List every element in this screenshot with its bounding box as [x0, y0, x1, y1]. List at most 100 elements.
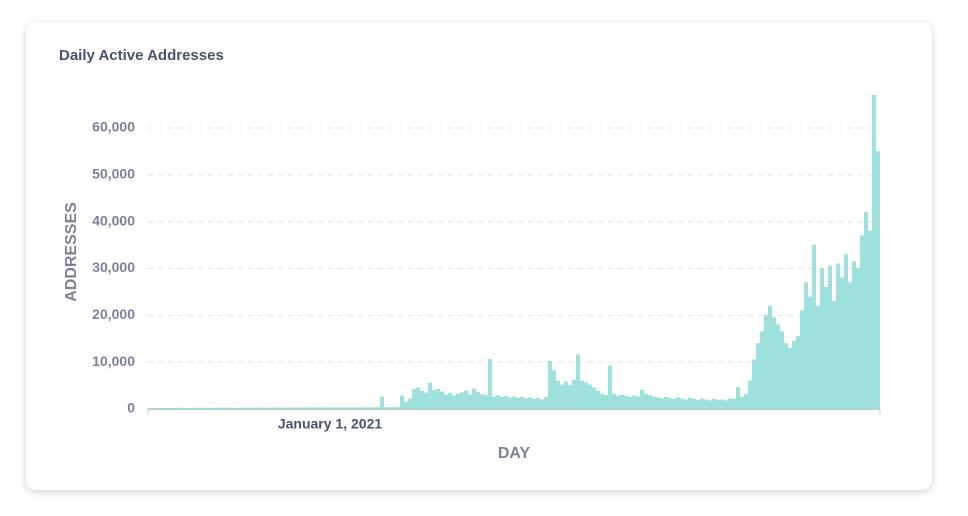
bar	[232, 407, 236, 410]
bar	[208, 407, 212, 410]
bar	[852, 261, 856, 410]
bar	[200, 407, 204, 410]
bar	[300, 407, 304, 410]
bar	[532, 398, 536, 410]
bar	[620, 394, 624, 410]
bar	[340, 407, 344, 410]
bar	[568, 385, 572, 410]
bar	[644, 393, 648, 410]
bar	[368, 407, 372, 410]
bar	[376, 407, 380, 410]
bar	[844, 254, 848, 410]
bar	[372, 407, 376, 410]
bar	[408, 398, 412, 410]
bar	[860, 235, 864, 410]
bar	[796, 336, 800, 410]
bar	[780, 331, 784, 410]
bar	[464, 390, 468, 410]
bar	[444, 394, 448, 410]
bar	[688, 398, 692, 410]
bar	[276, 407, 280, 410]
bar	[632, 395, 636, 410]
bar	[296, 407, 300, 410]
bar	[308, 407, 312, 410]
bar	[864, 212, 868, 410]
bar	[652, 396, 656, 410]
bar	[876, 151, 880, 410]
bar	[228, 407, 232, 410]
bar	[148, 408, 152, 410]
bar	[172, 407, 176, 410]
bar	[416, 387, 420, 410]
bar	[212, 407, 216, 410]
bar	[524, 398, 528, 410]
bar	[176, 407, 180, 410]
bar	[640, 390, 644, 410]
bar	[320, 407, 324, 410]
bar	[256, 407, 260, 410]
bar	[528, 397, 532, 410]
bar	[436, 389, 440, 410]
bar	[404, 401, 408, 410]
bar	[816, 305, 820, 410]
bar	[808, 296, 812, 410]
bar	[600, 393, 604, 410]
bar	[592, 387, 596, 410]
bar	[868, 230, 872, 410]
bar	[588, 384, 592, 410]
bar	[240, 407, 244, 410]
y-tick-label: 40,000	[92, 212, 135, 228]
bar	[328, 407, 332, 410]
bar	[724, 400, 728, 410]
bar	[832, 301, 836, 410]
bar	[168, 408, 172, 410]
bar	[628, 397, 632, 410]
bar	[560, 384, 564, 410]
bar	[420, 391, 424, 410]
bar	[180, 407, 184, 410]
bar	[692, 398, 696, 410]
bar	[356, 407, 360, 410]
bar	[508, 397, 512, 410]
bar	[292, 407, 296, 410]
bar	[660, 398, 664, 410]
bar	[304, 407, 308, 410]
bar	[336, 407, 340, 410]
y-tick-label: 60,000	[92, 119, 135, 135]
bar	[756, 343, 760, 410]
bar	[452, 395, 456, 410]
bar	[656, 397, 660, 410]
y-tick-label: 10,000	[92, 353, 135, 369]
bar	[708, 400, 712, 410]
bar	[752, 359, 756, 410]
bar	[556, 380, 560, 410]
bar	[164, 408, 168, 410]
bar	[536, 398, 540, 410]
bar	[312, 407, 316, 410]
bar	[424, 392, 428, 410]
x-axis-label: DAY	[498, 445, 531, 462]
bar	[732, 398, 736, 410]
bar	[840, 277, 844, 410]
y-tick-label: 20,000	[92, 306, 135, 322]
bar	[764, 315, 768, 410]
bar	[800, 310, 804, 410]
bar	[252, 407, 256, 410]
bar	[604, 395, 608, 410]
bar	[824, 287, 828, 410]
bar	[392, 407, 396, 410]
bar	[432, 390, 436, 410]
bar	[500, 397, 504, 410]
card	[26, 22, 932, 490]
bar	[624, 396, 628, 410]
bar	[204, 407, 208, 410]
bar	[352, 407, 356, 410]
bar	[772, 317, 776, 410]
bar	[520, 397, 524, 410]
bar	[848, 282, 852, 410]
bar	[872, 95, 876, 410]
bar	[412, 389, 416, 410]
bar	[648, 395, 652, 410]
bar	[712, 398, 716, 410]
bar	[196, 407, 200, 410]
